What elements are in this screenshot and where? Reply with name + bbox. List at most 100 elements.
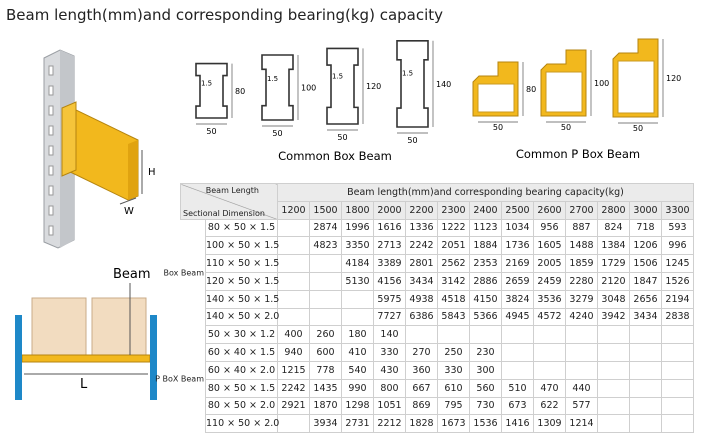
capacity-cell: 610: [437, 378, 470, 398]
capacity-cell: [469, 325, 502, 345]
section-cell: 140 × 50 × 1.5: [205, 289, 279, 309]
length-header: 2500: [501, 200, 534, 220]
capacity-cell: 1416: [501, 414, 534, 434]
capacity-cell: 4572: [533, 307, 566, 327]
capacity-cell: 2242: [405, 236, 438, 256]
capacity-cell: [565, 360, 598, 380]
table-row: 60 × 40 × 2.0 1215 778 540 430 360 330 300: [181, 360, 694, 380]
capacity-cell: 5975: [373, 289, 406, 309]
capacity-cell: 260: [309, 325, 342, 345]
table-header: Beam Length Sectional Dimension Beam len…: [180, 183, 694, 220]
capacity-cell: 4150: [469, 289, 502, 309]
capacity-cell: 4945: [501, 307, 534, 327]
length-header: 2700: [565, 200, 598, 220]
capacity-cell: 673: [501, 396, 534, 416]
capacity-cell: [661, 343, 694, 362]
table-row: 110 × 50 × 1.5 4184 3389 2801 2562 2353 2169 20…: [181, 254, 694, 273]
p-box-caption: Common P Box Beam: [516, 147, 640, 161]
capacity-cell: 800: [373, 378, 406, 398]
table-row: 140 × 50 × 1.5 5975 4938 4518 4150 3824 3536 32…: [181, 289, 694, 309]
box-caption: Common Box Beam: [278, 149, 392, 163]
capacity-cell: 250: [437, 343, 470, 362]
capacity-cell: 1506: [629, 254, 662, 273]
capacity-cell: 4938: [405, 289, 438, 309]
capacity-cell: [277, 236, 310, 256]
capacity-cell: [661, 378, 694, 398]
group-label: P BoX Beam: [155, 374, 204, 384]
capacity-cell: [597, 360, 630, 380]
width-label: 50: [272, 129, 282, 138]
capacity-cell: 1884: [469, 236, 502, 256]
length-header: 1800: [341, 200, 374, 220]
capacity-cell: 3279: [565, 289, 598, 309]
beam: [21, 354, 151, 363]
capacity-cell: 2459: [533, 271, 566, 291]
p-box-inner: [545, 71, 583, 113]
capacity-cell: 2838: [661, 307, 694, 327]
capacity-cell: 510: [501, 378, 534, 398]
capacity-cell: 2194: [661, 289, 694, 309]
section-cell: 50 × 30 × 1.2: [205, 325, 278, 345]
height-label: 120: [666, 74, 681, 83]
capacity-cell: 778: [309, 360, 342, 380]
capacity-cell: 1034: [501, 218, 534, 238]
capacity-cell: 3824: [501, 289, 534, 309]
capacity-cell: 2280: [565, 271, 598, 291]
capacity-cell: [309, 254, 342, 273]
capacity-cell: 540: [341, 360, 374, 380]
capacity-cell: 2886: [469, 271, 502, 291]
capacity-cell: 1996: [341, 218, 374, 238]
height-label: 100: [594, 79, 609, 88]
capacity-cell: [501, 325, 534, 345]
group-label: Box Beam: [163, 268, 204, 278]
capacity-cell: 2353: [469, 254, 502, 273]
capacity-cell: 1435: [309, 378, 342, 398]
thickness-label: 1.5: [267, 75, 278, 83]
width-label: 50: [633, 124, 643, 133]
section-cell: 110 × 50 × 1.5: [205, 254, 279, 273]
capacity-cell: 2731: [341, 414, 374, 434]
corner-top: Beam Length: [205, 186, 259, 195]
capacity-cell: 400: [277, 325, 310, 345]
capacity-cell: [277, 307, 310, 327]
section-cell: 80 × 50 × 1.5: [205, 378, 278, 398]
capacity-cell: 795: [437, 396, 470, 416]
length-header: 3300: [661, 200, 694, 220]
capacity-cell: 1298: [341, 396, 374, 416]
group-cell: P BoX Beam: [155, 325, 206, 433]
capacity-cell: 956: [533, 218, 566, 238]
capacity-cell: 270: [405, 343, 438, 362]
capacity-cell: 3536: [533, 289, 566, 309]
capacity-cell: 4518: [437, 289, 470, 309]
p-box-inner: [477, 83, 515, 113]
upright: [15, 315, 22, 400]
capacity-cell: 330: [373, 343, 406, 362]
length-header: 2200: [405, 200, 438, 220]
table-row: 100 × 50 × 1.5 4823 3350 2713 2242 2051 1884 17…: [181, 236, 694, 256]
capacity-cell: [309, 307, 342, 327]
capacity-cell: 1215: [277, 360, 310, 380]
table-row: 120 × 50 × 1.5 5130 4156 3434 3142 2886 2659 24…: [181, 271, 694, 291]
height-label: 80: [235, 87, 245, 96]
capacity-cell: 996: [661, 236, 694, 256]
width-label: 50: [407, 136, 417, 145]
capacity-cell: 940: [277, 343, 310, 362]
capacity-cell: [597, 378, 630, 398]
group-header: Beam length(mm)and corresponding bearing…: [277, 183, 694, 202]
capacity-cell: 577: [565, 396, 598, 416]
capacity-cell: [661, 396, 694, 416]
width-label: 50: [561, 123, 571, 132]
width-label: 50: [493, 123, 503, 132]
capacity-cell: 5366: [469, 307, 502, 327]
capacity-cell: [629, 378, 662, 398]
capacity-cell: 1673: [437, 414, 470, 434]
length-header: 1500: [309, 200, 342, 220]
capacity-cell: [533, 325, 566, 345]
box-profile: [195, 62, 228, 119]
table-row: Box Beam 80 × 50 × 1.5 2874 1996 1616 1336 122…: [163, 218, 694, 326]
capacity-cell: 3434: [405, 271, 438, 291]
capacity-cell: 180: [341, 325, 374, 345]
capacity-cell: 593: [661, 218, 694, 238]
table-row: 110 × 50 × 2.0 3934 2731 2212 1828 1673 1536 14…: [181, 414, 694, 434]
capacity-cell: [277, 271, 310, 291]
